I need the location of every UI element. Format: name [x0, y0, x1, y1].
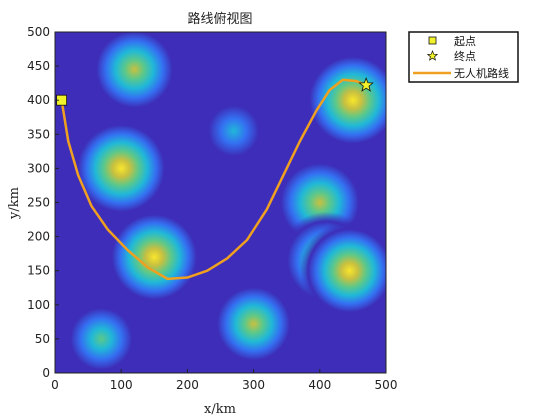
heatmap-peak [299, 220, 386, 321]
legend: 起点 终点 无人机路线 [408, 31, 519, 83]
end-marker [358, 77, 374, 92]
heatmap-peak [196, 93, 272, 169]
legend-start-marker [428, 36, 437, 45]
y-tick-label: 300 [27, 161, 50, 175]
y-tick-label: 150 [27, 264, 50, 278]
legend-route-label: 无人机路线 [454, 66, 509, 80]
heatmap-peak [208, 278, 299, 370]
y-tick-label: 200 [27, 230, 50, 244]
heatmap-peak [103, 206, 206, 308]
chart-title: 路线俯视图 [187, 11, 252, 27]
heatmap-peak [69, 116, 174, 221]
y-tick-label: 0 [42, 366, 50, 380]
x-tick-label: 500 [375, 378, 398, 392]
heatmap-peak [86, 32, 183, 118]
y-tick-label: 400 [27, 93, 50, 107]
route-layer [56, 77, 374, 281]
x-axis-label: x/km [204, 402, 236, 417]
x-tick-label: 200 [176, 378, 199, 392]
heatmap-peak [300, 48, 386, 153]
legend-end-marker [426, 50, 439, 61]
y-axis: 0 50 100 150 200 250 300 350 400 450 500 [27, 25, 59, 380]
x-tick-label: 0 [51, 378, 59, 392]
heatmap-area [55, 32, 386, 373]
legend-start-label: 起点 [454, 35, 476, 48]
legend-end-label: 终点 [454, 49, 476, 63]
y-tick-label: 250 [27, 196, 50, 210]
y-tick-label: 450 [27, 59, 50, 73]
route-line [60, 78, 367, 281]
y-tick-label: 350 [27, 127, 50, 141]
y-tick-label: 500 [27, 25, 50, 39]
y-tick-label: 100 [27, 298, 50, 312]
x-tick-label: 100 [110, 378, 133, 392]
heatmap-peak [60, 297, 143, 373]
x-tick-label: 300 [242, 378, 265, 392]
y-axis-label: y/km [7, 187, 22, 220]
x-axis: 0 100 200 300 400 500 [51, 369, 397, 392]
y-tick-label: 50 [35, 332, 50, 346]
x-tick-label: 400 [308, 378, 331, 392]
